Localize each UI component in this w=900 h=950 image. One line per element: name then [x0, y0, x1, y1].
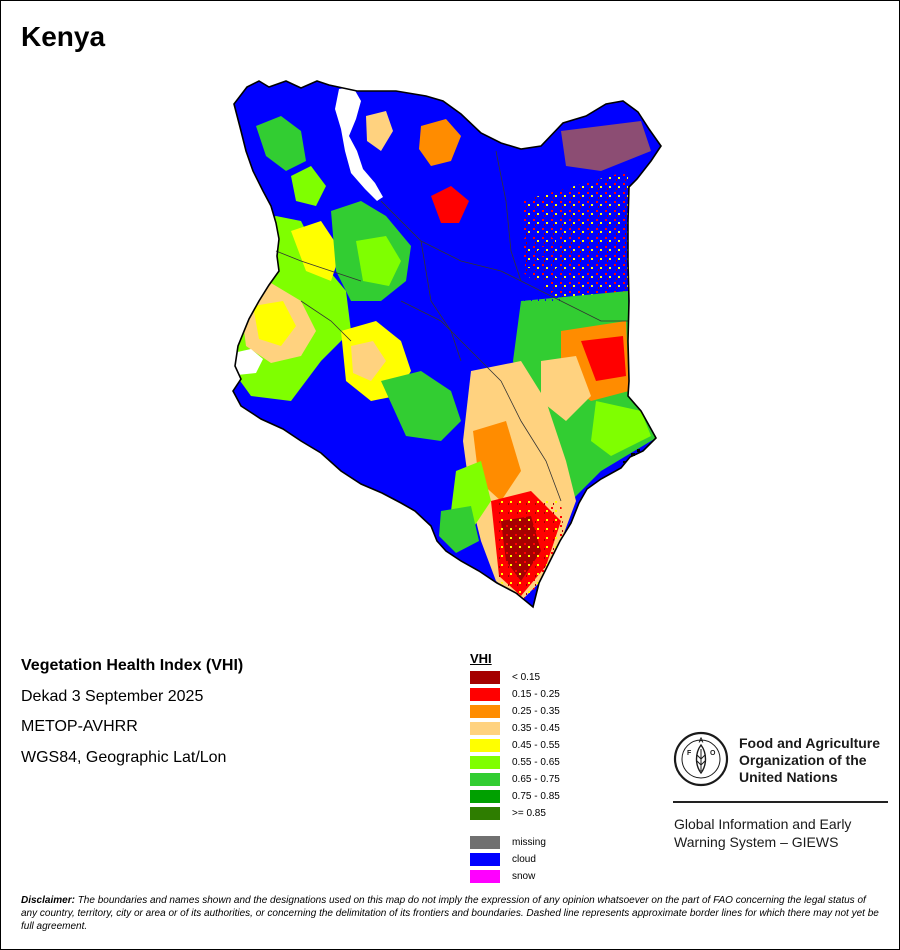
- legend-label: missing: [512, 837, 546, 848]
- organization-name: Food and Agriculture Organization of the…: [739, 735, 881, 785]
- product-title: Vegetation Health Index (VHI): [21, 657, 244, 674]
- admin-boundaries: [275, 150, 628, 502]
- legend-swatch: [470, 688, 500, 701]
- disclaimer-lead: Disclaimer:: [21, 895, 75, 906]
- legend-item: < 0.15: [470, 669, 590, 686]
- disclaimer: Disclaimer: The boundaries and names sho…: [21, 894, 881, 933]
- organization-divider: [673, 801, 888, 803]
- legend-item: >= 0.85: [470, 805, 590, 822]
- legend-item: 0.15 - 0.25: [470, 686, 590, 703]
- legend-label: 0.65 - 0.75: [512, 774, 560, 785]
- legend-label: 0.45 - 0.55: [512, 740, 560, 751]
- legend-label: snow: [512, 871, 536, 882]
- giews-label: Global Information and Early Warning Sys…: [674, 816, 852, 850]
- fao-logo-o: O: [710, 750, 716, 757]
- legend-item: 0.55 - 0.65: [470, 754, 590, 771]
- disclaimer-text: The boundaries and names shown and the d…: [21, 895, 879, 932]
- legend-item: 0.45 - 0.55: [470, 737, 590, 754]
- vhi-legend: VHI < 0.15 0.15 - 0.25 0.25 - 0.35 0.35 - 0…: [470, 651, 590, 885]
- legend-swatch: [470, 836, 500, 849]
- vhi-raster: [233, 81, 661, 607]
- legend-item: missing: [470, 834, 590, 851]
- legend-label: 0.25 - 0.35: [512, 706, 560, 717]
- legend-item: 0.75 - 0.85: [470, 788, 590, 805]
- kenya-vhi-map: [232, 80, 662, 609]
- legend-label: 0.55 - 0.65: [512, 757, 560, 768]
- legend-swatch: [470, 705, 500, 718]
- legend-label: < 0.15: [512, 672, 541, 683]
- sensor-label: METOP-AVHRR: [21, 718, 138, 735]
- fao-logo-icon: F A O: [673, 731, 729, 787]
- legend-item: snow: [470, 868, 590, 885]
- legend-title: VHI: [470, 651, 492, 666]
- map-title: Kenya: [21, 21, 106, 52]
- legend-label: 0.35 - 0.45: [512, 723, 560, 734]
- legend-swatch: [470, 756, 500, 769]
- legend-swatch: [470, 671, 500, 684]
- legend-swatch: [470, 853, 500, 866]
- lake-victoria: [233, 349, 263, 375]
- legend-classes: < 0.15 0.15 - 0.25 0.25 - 0.35 0.35 - 0.45 0…: [470, 669, 590, 822]
- legend-item: 0.35 - 0.45: [470, 720, 590, 737]
- legend-swatch: [470, 773, 500, 786]
- legend-swatch: [470, 807, 500, 820]
- projection-label: WGS84, Geographic Lat/Lon: [21, 749, 227, 766]
- coastal-islands: [623, 449, 640, 463]
- fao-logo-f: F: [687, 750, 692, 757]
- period-label: Dekad 3 September 2025: [21, 688, 204, 705]
- legend-extras: missing cloud snow: [470, 834, 590, 885]
- legend-swatch: [470, 870, 500, 883]
- legend-label: 0.75 - 0.85: [512, 791, 560, 802]
- legend-item: 0.25 - 0.35: [470, 703, 590, 720]
- kenya-outline: [232, 80, 662, 609]
- legend-swatch: [470, 722, 500, 735]
- legend-item: 0.65 - 0.75: [470, 771, 590, 788]
- legend-swatch: [470, 739, 500, 752]
- legend-label: >= 0.85: [512, 808, 546, 819]
- fao-logo-a: A: [699, 738, 704, 745]
- legend-label: cloud: [512, 854, 536, 865]
- lake-turkana: [335, 87, 383, 201]
- legend-label: 0.15 - 0.25: [512, 689, 560, 700]
- legend-item: cloud: [470, 851, 590, 868]
- legend-swatch: [470, 790, 500, 803]
